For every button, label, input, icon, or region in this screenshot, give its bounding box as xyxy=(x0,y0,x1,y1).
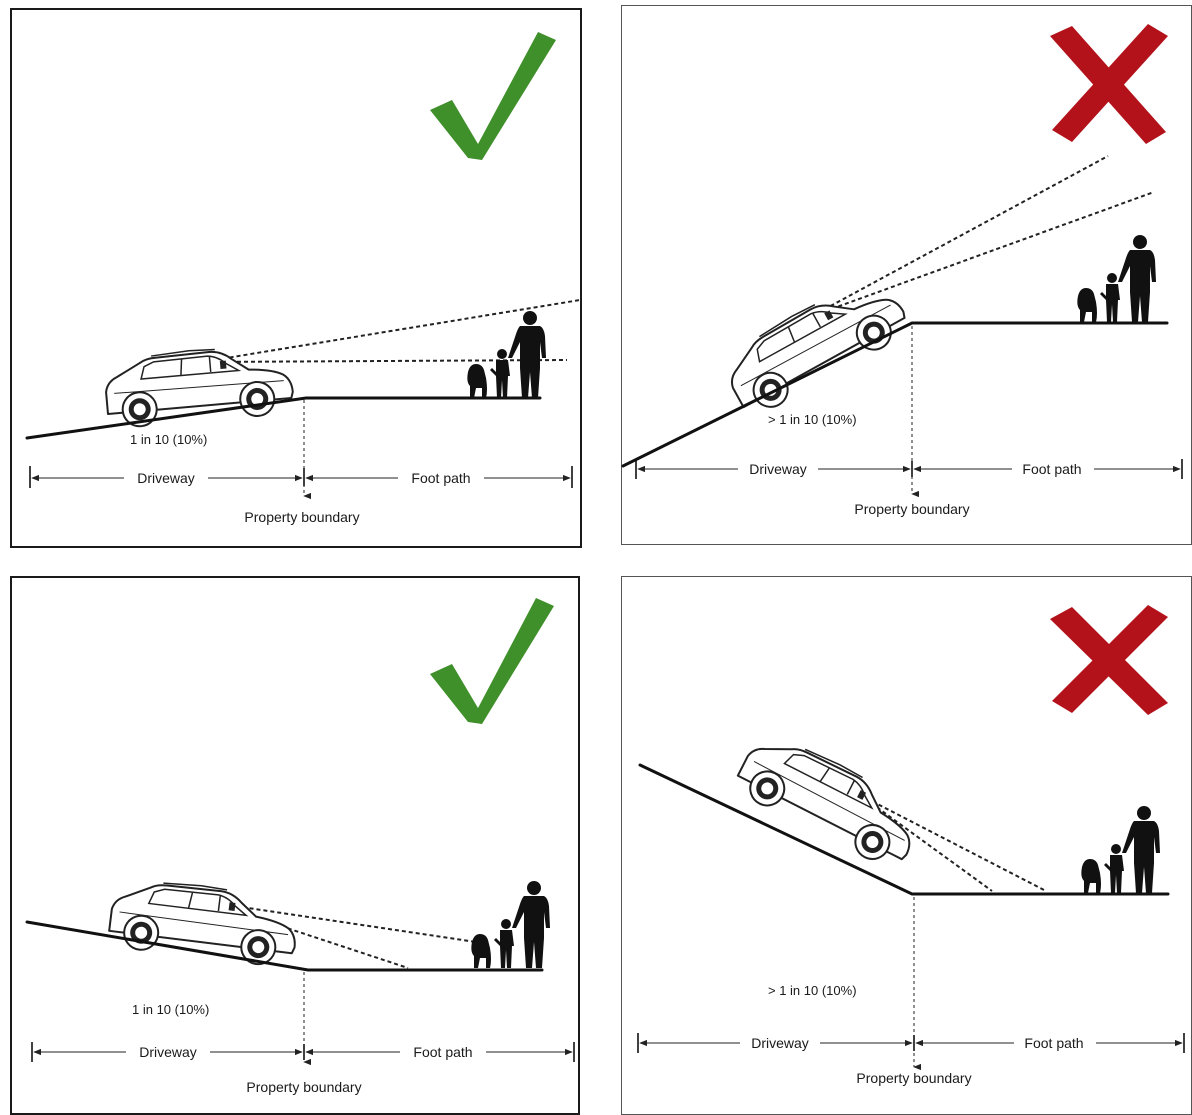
sight-line-lower xyxy=(859,794,993,892)
ground-profile xyxy=(638,763,1170,896)
property-boundary-label: Property boundary xyxy=(854,501,969,517)
pedestrians-silhouette xyxy=(1077,235,1156,322)
footpath-label: Foot path xyxy=(1024,1035,1083,1051)
footpath-label: Foot path xyxy=(411,470,470,486)
driveway-label: Driveway xyxy=(751,1035,809,1051)
driveway-label: Driveway xyxy=(139,1044,197,1060)
sight-line-lower xyxy=(811,191,1155,317)
car xyxy=(106,874,302,970)
car xyxy=(102,341,296,430)
check-mark-icon xyxy=(430,598,554,724)
sight-line-lower xyxy=(201,359,568,363)
driveway-label: Driveway xyxy=(749,461,807,477)
gradient-label: 1 in 10 (10%) xyxy=(130,432,207,447)
property-boundary-label: Property boundary xyxy=(246,1079,361,1095)
ground-profile xyxy=(25,920,544,972)
footpath-label: Foot path xyxy=(1022,461,1081,477)
footpath-label: Foot path xyxy=(413,1044,472,1060)
pedestrians-silhouette xyxy=(467,311,546,398)
sight-line-upper xyxy=(811,155,1109,317)
gradient-label: > 1 in 10 (10%) xyxy=(768,412,857,427)
gradient-label: 1 in 10 (10%) xyxy=(132,1002,209,1017)
panel-4-drawing: > 1 in 10 (10%) Driveway Foot path Prope… xyxy=(637,605,1185,1086)
cross-mark-icon xyxy=(1050,24,1168,144)
diagram-panel-2-incorrect: > 1 in 10 (10%) Driveway Foot path Prope… xyxy=(621,5,1192,545)
panel-1-drawing: 1 in 10 (10%) Driveway Foot path Propert… xyxy=(25,32,581,525)
diagram-panel-1-correct: 1 in 10 (10%) Driveway Foot path Propert… xyxy=(10,8,582,548)
sight-line-upper xyxy=(201,299,581,363)
car xyxy=(730,724,930,875)
ground-profile xyxy=(621,321,1169,468)
pedestrians-silhouette xyxy=(1081,806,1160,893)
gradient-label: > 1 in 10 (10%) xyxy=(768,983,857,998)
diagram-panel-4-incorrect: > 1 in 10 (10%) Driveway Foot path Prope… xyxy=(621,576,1192,1115)
panel-3-drawing: 1 in 10 (10%) Driveway Foot path Propert… xyxy=(25,598,575,1095)
sight-line-upper xyxy=(207,901,477,943)
pedestrians-silhouette xyxy=(471,881,550,968)
panel-2-drawing: > 1 in 10 (10%) Driveway Foot path Prope… xyxy=(621,24,1183,517)
ground-profile xyxy=(25,396,542,440)
property-boundary-label: Property boundary xyxy=(856,1070,971,1086)
check-mark-icon xyxy=(430,32,556,160)
driveway-label: Driveway xyxy=(137,470,195,486)
cross-mark-icon xyxy=(1050,605,1168,715)
diagram-panel-3-correct: 1 in 10 (10%) Driveway Foot path Propert… xyxy=(10,576,580,1115)
property-boundary-label: Property boundary xyxy=(244,509,359,525)
car xyxy=(715,266,915,422)
